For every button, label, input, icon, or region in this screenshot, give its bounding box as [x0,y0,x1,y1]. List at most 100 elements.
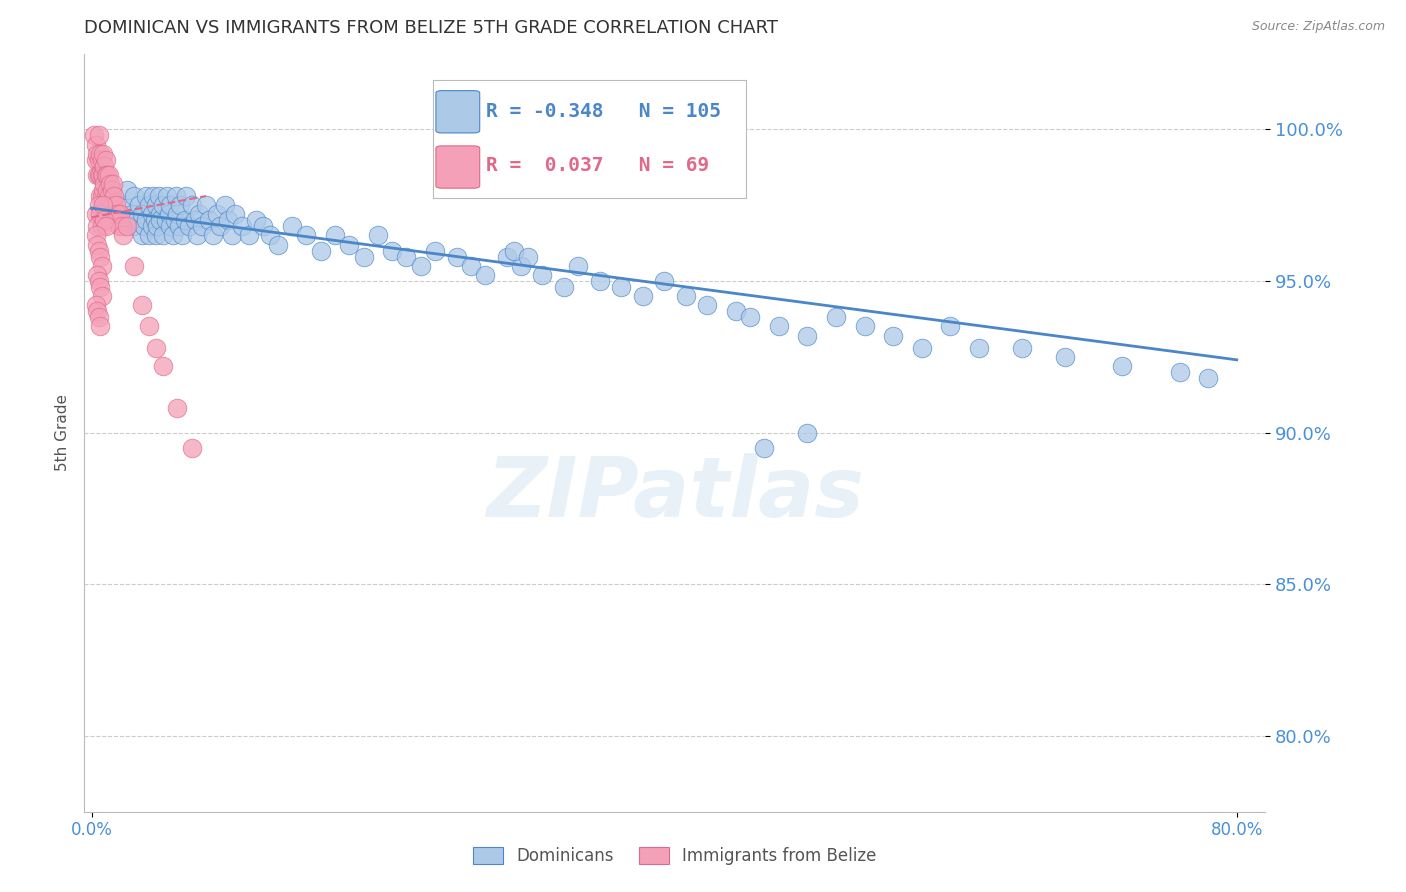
Text: Source: ZipAtlas.com: Source: ZipAtlas.com [1251,20,1385,33]
Point [124,259,146,273]
Point [149,207,172,221]
Point [152,228,174,243]
Point [159,198,181,212]
Y-axis label: 5th Grade: 5th Grade [55,394,70,471]
Point [89,207,111,221]
Point [86,146,108,161]
Point [1111,359,1133,373]
Point [217,213,239,227]
Point [281,219,304,234]
Point [87,274,110,288]
Point [567,259,589,273]
Point [446,250,468,264]
Point [89,250,111,264]
Point [186,228,208,243]
Point [724,304,747,318]
Point [90,153,112,167]
Point [882,328,904,343]
Point [155,213,177,227]
Point [911,341,934,355]
Point [127,213,149,227]
Point [117,219,139,234]
Point [101,177,124,191]
Point [89,168,111,182]
Point [259,228,281,243]
Point [738,310,761,325]
Point [495,250,517,264]
Point [87,310,110,325]
Point [98,198,121,212]
Point [84,228,107,243]
Point [107,219,129,234]
Point [105,207,128,221]
Point [93,159,115,173]
Point [89,189,111,203]
Point [84,298,107,312]
Point [266,237,288,252]
Point [96,168,118,182]
Point [367,228,389,243]
Point [90,168,112,182]
Point [166,207,188,221]
Point [173,213,195,227]
Point [187,207,209,221]
Point [111,228,134,243]
Point [156,189,179,203]
Point [309,244,332,258]
Point [395,250,418,264]
Point [128,198,150,212]
Point [111,198,134,212]
Point [754,441,776,455]
Point [166,401,188,416]
Point [87,153,110,167]
Point [91,198,114,212]
Point [104,198,127,212]
Point [531,268,554,282]
Point [381,244,404,258]
Point [94,189,117,203]
Point [91,168,114,182]
Point [135,189,157,203]
Point [108,207,131,221]
Point [97,189,120,203]
Point [1168,365,1191,379]
Point [423,244,446,258]
Point [768,319,790,334]
Point [231,219,253,234]
Point [98,177,121,191]
Point [141,207,163,221]
Point [169,198,191,212]
Point [517,250,540,264]
Point [121,207,143,221]
Point [221,228,243,243]
Point [134,219,156,234]
Point [84,153,107,167]
Point [353,250,375,264]
Point [177,219,200,234]
Point [93,213,115,227]
Point [162,228,184,243]
Point [163,213,186,227]
Point [110,219,132,234]
Point [86,304,108,318]
Legend: Dominicans, Immigrants from Belize: Dominicans, Immigrants from Belize [467,840,883,871]
Point [295,228,318,243]
Point [91,146,114,161]
Point [190,219,212,234]
Point [152,198,174,212]
Point [138,198,160,212]
Point [94,168,117,182]
Point [148,189,170,203]
Point [131,298,153,312]
Point [323,228,346,243]
Point [100,198,122,212]
Point [696,298,718,312]
Point [170,228,193,243]
Point [103,207,125,221]
Point [135,213,157,227]
Point [124,189,146,203]
Point [207,207,229,221]
Point [83,128,105,143]
Point [143,213,166,227]
Point [93,177,115,191]
